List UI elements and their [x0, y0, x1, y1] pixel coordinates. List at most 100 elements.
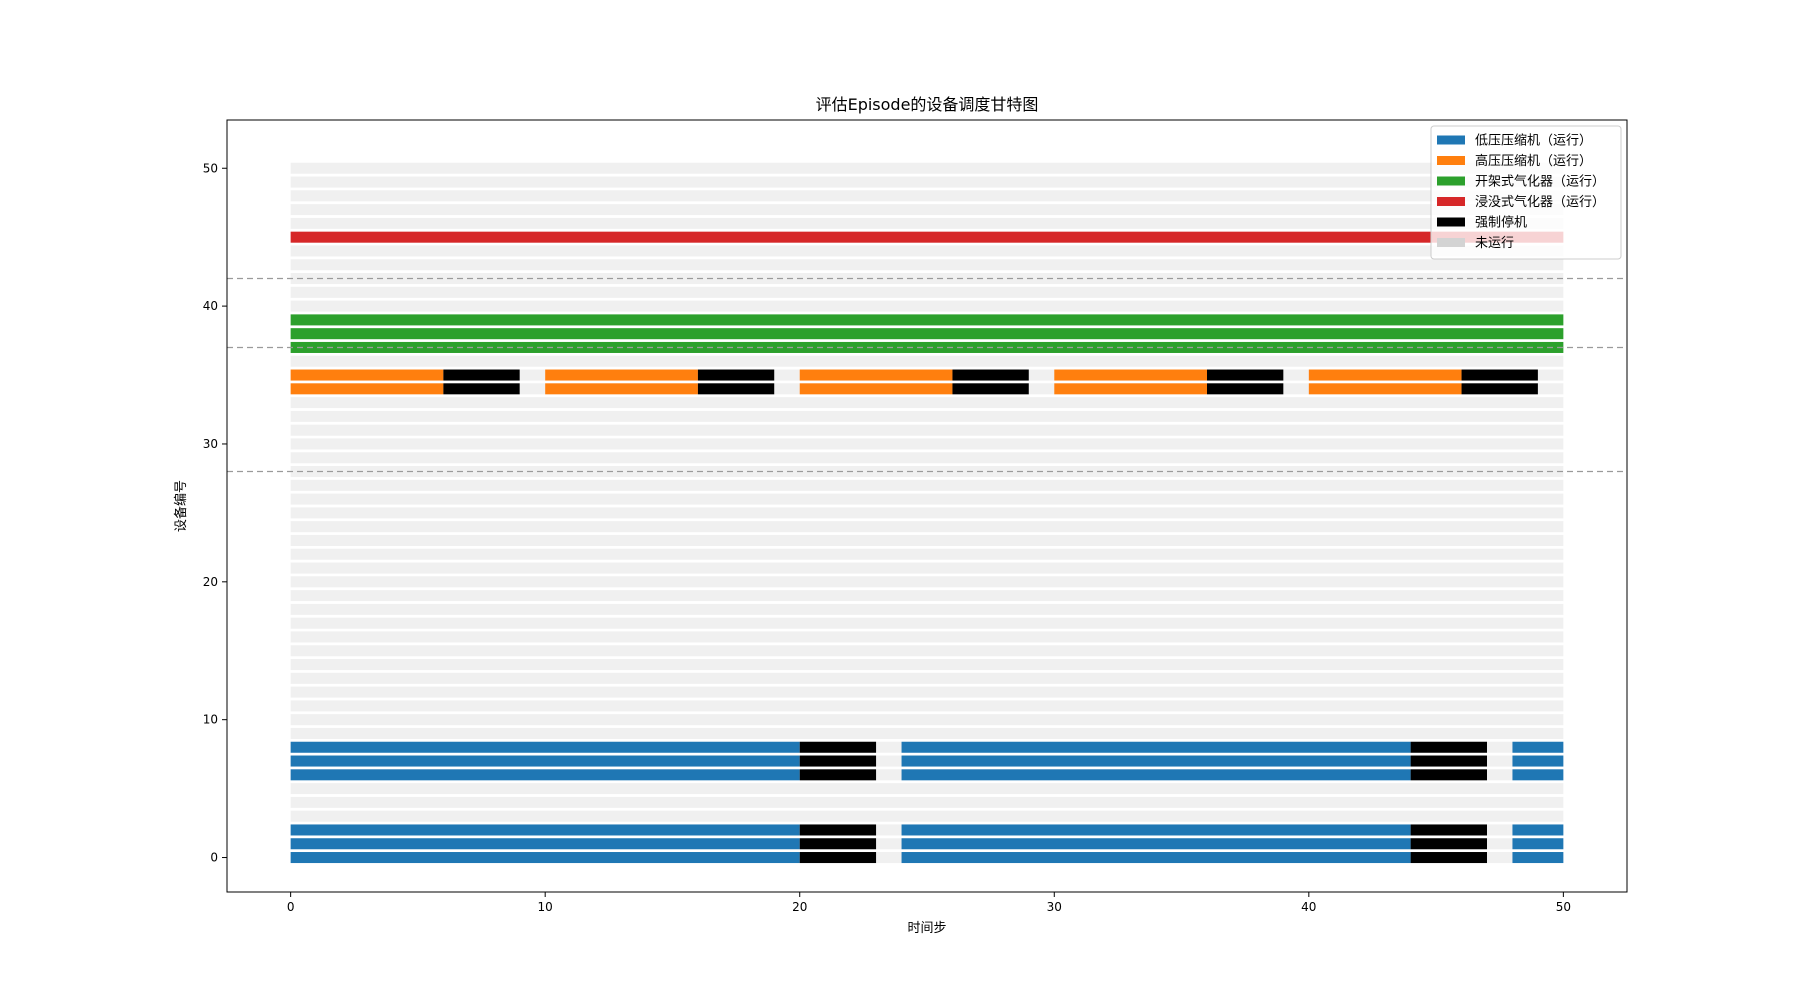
idle-bar	[876, 741, 902, 753]
idle-bar	[290, 783, 1564, 795]
idle-bar	[290, 603, 1564, 615]
plot-frame	[226, 119, 1628, 893]
schedule-bar	[443, 369, 520, 381]
y-tick-label: 50	[203, 161, 218, 175]
idle-bar	[1487, 838, 1513, 850]
schedule-bar	[901, 741, 1411, 753]
legend-label: 未运行	[1475, 236, 1514, 251]
idle-bar	[290, 217, 1564, 229]
idle-bar	[290, 672, 1564, 684]
idle-bar	[1537, 383, 1564, 395]
schedule-bar	[901, 824, 1411, 836]
schedule-bar	[290, 824, 800, 836]
schedule-bar	[1054, 383, 1207, 395]
idle-bar	[290, 617, 1564, 629]
idle-bar	[290, 300, 1564, 312]
legend: 低压压缩机（运行） 高压压缩机（运行） 开架式气化器（运行） 浸没式气化器（运行） 强制…	[1430, 125, 1622, 260]
schedule-bar	[290, 383, 444, 395]
schedule-bar	[697, 383, 775, 395]
schedule-bar	[1512, 852, 1564, 864]
chart-title: 评估Episode的设备调度甘特图	[816, 95, 1039, 114]
schedule-bar	[290, 769, 800, 781]
schedule-bar	[1054, 369, 1207, 381]
idle-bar	[290, 590, 1564, 602]
idle-bar	[1487, 824, 1513, 836]
schedule-bar	[799, 852, 877, 864]
schedule-bar	[799, 369, 953, 381]
schedule-bar	[799, 838, 877, 850]
idle-bar	[290, 562, 1564, 574]
schedule-bar	[1461, 383, 1538, 395]
idle-bar	[290, 204, 1564, 216]
schedule-bar	[1207, 369, 1284, 381]
schedule-bar	[1410, 755, 1487, 767]
legend-label: 浸没式气化器（运行）	[1475, 194, 1605, 210]
idle-bar	[876, 755, 902, 767]
bars-layer	[290, 162, 1564, 864]
idle-bar	[290, 479, 1564, 491]
idle-bar	[290, 727, 1564, 739]
y-tick-label: 30	[203, 437, 218, 451]
schedule-bar	[290, 755, 800, 767]
y-tick-label: 10	[203, 713, 218, 727]
schedule-bar	[901, 769, 1411, 781]
legend-swatch	[1437, 176, 1465, 186]
schedule-bar	[290, 231, 1564, 243]
schedule-bar	[952, 383, 1029, 395]
schedule-bar	[290, 838, 800, 850]
legend-label: 低压压缩机（运行）	[1475, 133, 1592, 149]
schedule-bar	[901, 755, 1411, 767]
idle-bar	[876, 769, 902, 781]
axis-ticks: 0 10 20 30 40 50 0 10 20 30 40 50	[203, 161, 1571, 914]
schedule-bar	[1308, 383, 1462, 395]
schedule-bar	[290, 369, 444, 381]
schedule-bar	[1512, 824, 1564, 836]
schedule-bar	[799, 755, 877, 767]
idle-bar	[876, 852, 902, 864]
schedule-bar	[1512, 769, 1564, 781]
idle-bar	[290, 259, 1564, 271]
legend-label: 强制停机	[1475, 215, 1527, 231]
idle-bar	[290, 796, 1564, 808]
idle-bar	[290, 631, 1564, 643]
x-tick-label: 20	[792, 900, 807, 914]
idle-bar	[1487, 755, 1513, 767]
schedule-bar	[1410, 824, 1487, 836]
schedule-bar	[901, 838, 1411, 850]
schedule-bar	[1512, 741, 1564, 753]
y-tick-label: 40	[203, 299, 218, 313]
idle-bar	[290, 190, 1564, 202]
idle-bar	[290, 493, 1564, 505]
legend-swatch	[1437, 238, 1465, 247]
schedule-bar	[1308, 369, 1462, 381]
idle-bar	[774, 369, 800, 381]
legend-frame	[1430, 125, 1622, 260]
schedule-bar	[799, 383, 953, 395]
idle-bar	[290, 686, 1564, 698]
schedule-bar	[1512, 755, 1564, 767]
idle-bar	[290, 700, 1564, 712]
idle-bar	[290, 245, 1564, 257]
y-tick-label: 0	[210, 851, 218, 865]
idle-bar	[290, 714, 1564, 726]
schedule-bar	[1410, 769, 1487, 781]
idle-bar	[1028, 369, 1055, 381]
schedule-bar	[290, 852, 800, 864]
y-axis-label: 设备编号	[173, 480, 189, 532]
idle-bar	[290, 410, 1564, 422]
schedule-bar	[1512, 838, 1564, 850]
idle-bar	[1537, 369, 1564, 381]
schedule-bar	[952, 369, 1029, 381]
schedule-bar	[1461, 369, 1538, 381]
schedule-bar	[290, 328, 1564, 340]
x-tick-label: 50	[1556, 900, 1571, 914]
legend-swatch	[1437, 217, 1465, 227]
schedule-bar	[799, 824, 877, 836]
idle-bar	[290, 659, 1564, 671]
idle-bar	[876, 838, 902, 850]
schedule-bar	[799, 741, 877, 753]
idle-bar	[876, 824, 902, 836]
idle-bar	[290, 452, 1564, 464]
idle-bar	[290, 576, 1564, 588]
idle-bar	[1487, 769, 1513, 781]
